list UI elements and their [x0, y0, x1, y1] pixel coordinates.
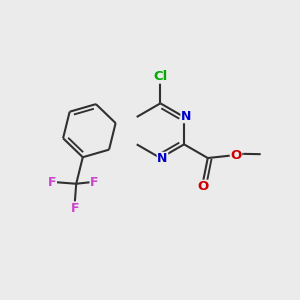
Text: O: O: [230, 149, 242, 162]
Text: F: F: [70, 202, 79, 215]
Text: N: N: [157, 152, 168, 165]
Text: O: O: [197, 180, 208, 194]
Text: Cl: Cl: [153, 70, 167, 83]
Text: F: F: [48, 176, 56, 189]
Text: F: F: [90, 176, 99, 189]
Text: N: N: [181, 110, 191, 123]
